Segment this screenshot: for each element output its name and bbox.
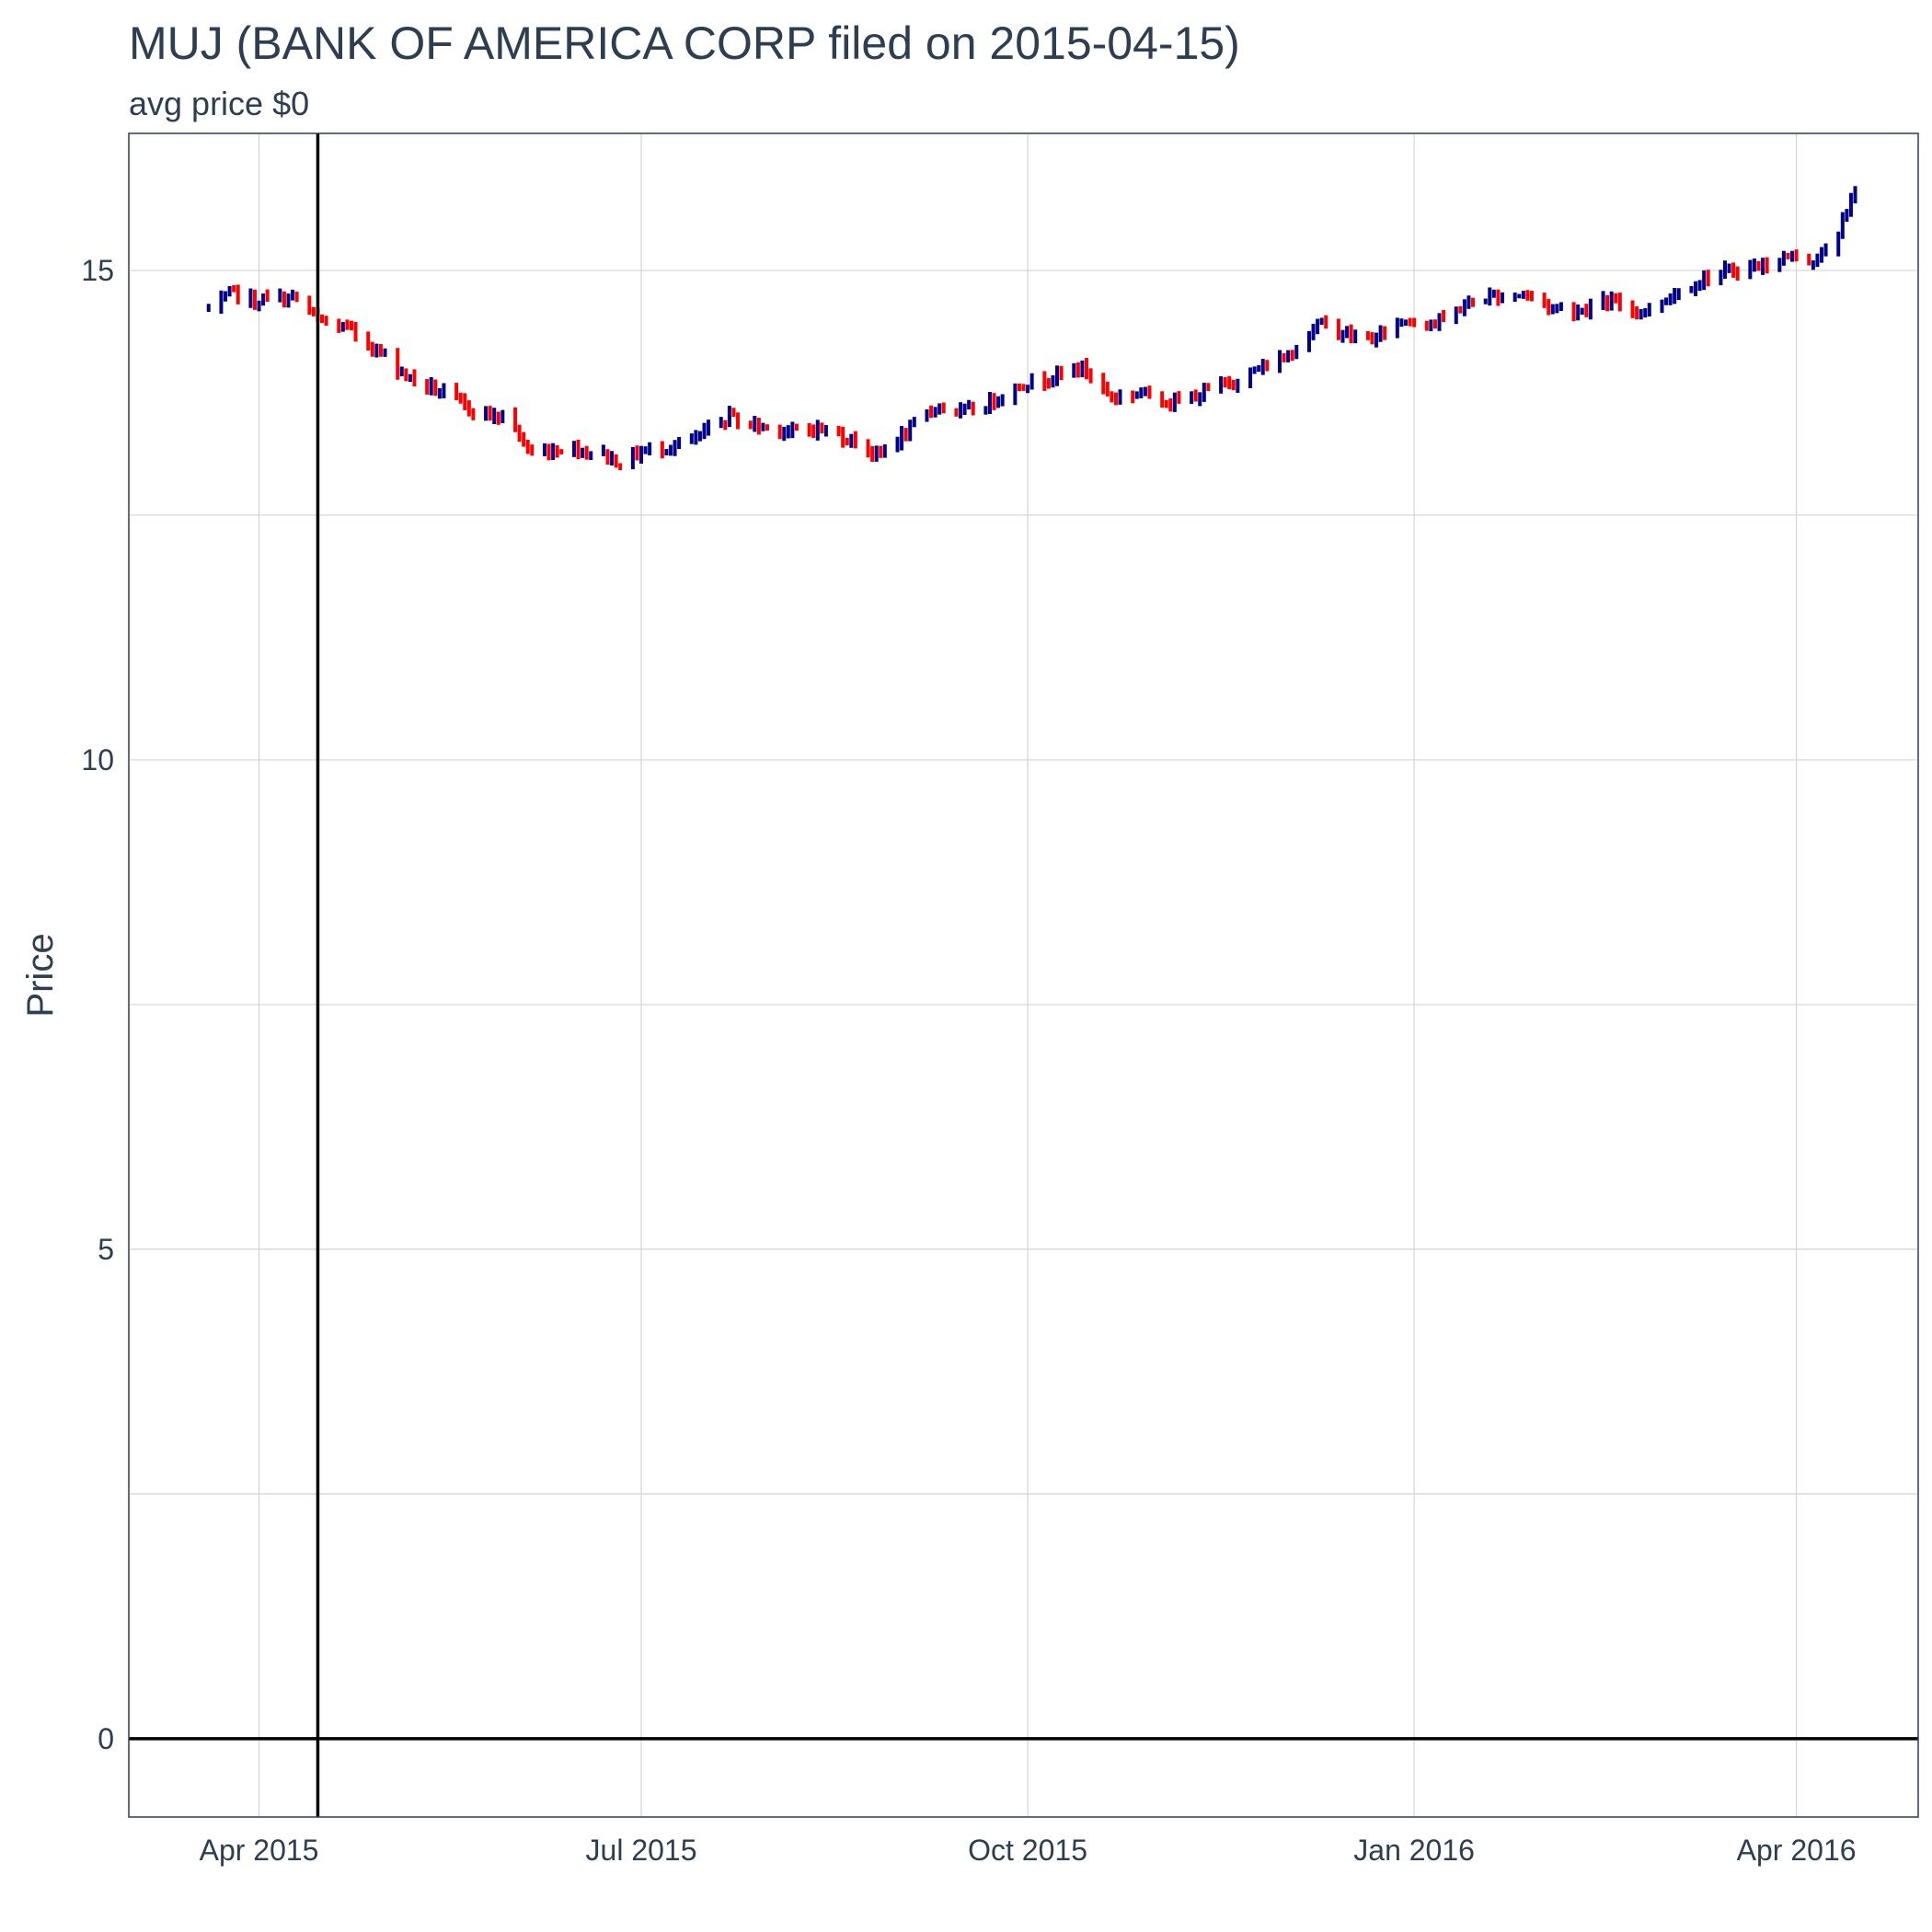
price-bars — [206, 186, 1857, 471]
x-tick-label: Apr 2016 — [1737, 1834, 1857, 1867]
x-tick-label: Oct 2015 — [968, 1834, 1087, 1867]
x-tick-label: Jul 2015 — [586, 1834, 697, 1867]
panel-border — [128, 132, 1919, 1818]
x-tick-label: Jan 2016 — [1353, 1834, 1475, 1867]
x-tick-label: Apr 2015 — [200, 1834, 319, 1867]
y-axis-title: Price — [20, 933, 61, 1017]
y-axis-ticks: 0 5 10 15 — [81, 254, 114, 1755]
y-tick-label: 10 — [81, 743, 114, 776]
chart-subtitle: avg price $0 — [129, 85, 310, 122]
y-tick-label: 0 — [98, 1722, 114, 1755]
chart-title: MUJ (BANK OF AMERICA CORP filed on 2015-… — [129, 17, 1240, 69]
x-axis-ticks: Apr 2015 Jul 2015 Oct 2015 Jan 2016 Apr 2016 — [200, 1834, 1857, 1867]
y-tick-label: 5 — [98, 1233, 114, 1266]
reference-lines — [129, 133, 1918, 1817]
y-tick-label: 15 — [81, 254, 114, 287]
